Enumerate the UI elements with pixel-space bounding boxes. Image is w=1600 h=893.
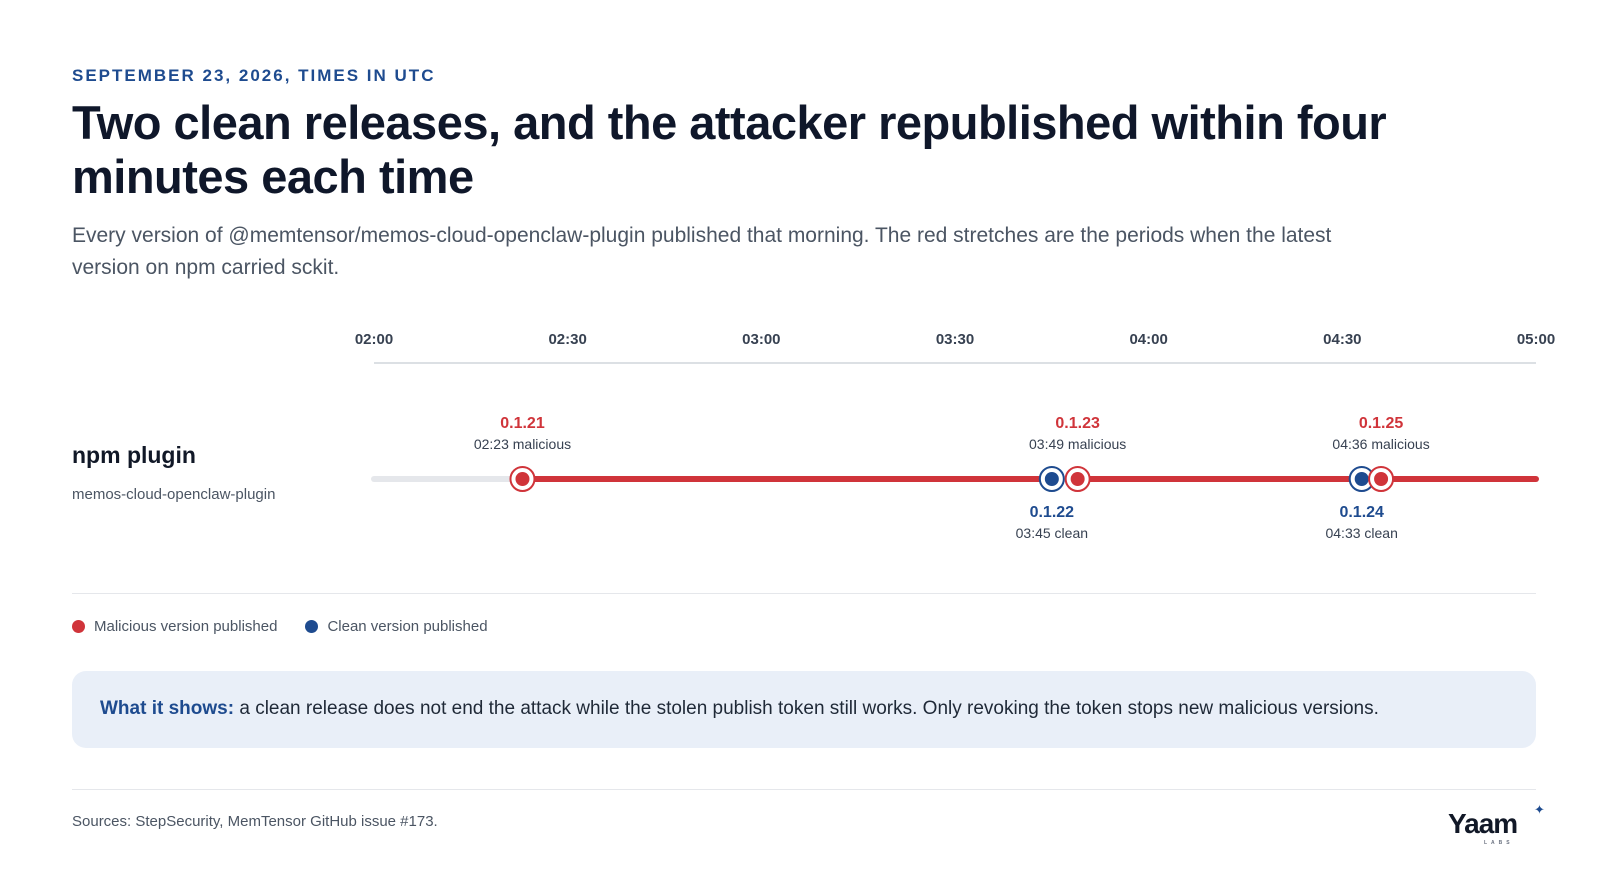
event-caption: 02:23 malicious — [474, 436, 571, 452]
version-label: 0.1.23 — [1055, 415, 1100, 432]
logo-wordmark: Yaam — [1448, 808, 1518, 839]
version-label: 0.1.21 — [500, 415, 545, 432]
brand-logo: Yaam ✦ LABS — [1448, 802, 1545, 846]
axis-tick-label: 02:00 — [355, 331, 393, 348]
version-label: 0.1.22 — [1030, 504, 1075, 521]
chart-divider — [72, 593, 1536, 594]
event-caption: 04:33 clean — [1325, 525, 1397, 541]
version-label: 0.1.24 — [1339, 504, 1384, 521]
malicious-marker-dot — [1374, 472, 1389, 486]
clean-marker-dot — [1354, 472, 1369, 486]
legend: Malicious version published Clean versio… — [72, 618, 516, 635]
malicious-marker-dot — [1070, 472, 1085, 486]
axis-tick-label: 05:00 — [1517, 331, 1555, 348]
page-subtitle: Every version of @memtensor/memos-cloud-… — [72, 224, 1332, 279]
malicious-marker-dot — [515, 472, 530, 486]
clean-marker-dot — [1044, 472, 1059, 486]
sources-note: Sources: StepSecurity, MemTensor GitHub … — [72, 813, 438, 830]
footer-divider — [72, 789, 1536, 790]
page-title: Two clean releases, and the attacker rep… — [72, 96, 1387, 203]
event-caption: 03:45 clean — [1016, 525, 1088, 541]
axis-tick-label: 02:30 — [548, 331, 586, 348]
legend-label-malicious: Malicious version published — [94, 618, 278, 635]
version-label: 0.1.25 — [1359, 415, 1404, 432]
insight-callout: What it shows: a clean release does not … — [72, 671, 1536, 748]
event-caption: 04:36 malicious — [1332, 436, 1429, 452]
callout-lead: What it shows: — [100, 698, 235, 719]
release-timeline: 02:00 02:30 03:00 03:30 04:00 04:30 05:00 0.1.2… — [355, 331, 1555, 541]
clean-dot-icon — [305, 620, 319, 633]
callout-text: a clean release does not end the attack … — [239, 698, 1379, 719]
logo-subtext: LABS — [1484, 840, 1514, 846]
malicious-dot-icon — [72, 620, 85, 633]
legend-item-clean: Clean version published — [305, 618, 488, 635]
axis-tick-label: 03:00 — [742, 331, 780, 348]
sparkle-icon: ✦ — [1534, 802, 1545, 817]
row-sublabel: memos-cloud-openclaw-plugin — [72, 486, 276, 503]
axis-tick-label: 03:30 — [936, 331, 974, 348]
axis-tick-label: 04:00 — [1129, 331, 1167, 348]
legend-label-clean: Clean version published — [327, 618, 488, 635]
axis-tick-label: 04:30 — [1323, 331, 1361, 348]
event-caption: 03:49 malicious — [1029, 436, 1126, 452]
eyebrow-date: SEPTEMBER 23, 2026, TIMES IN UTC — [72, 66, 436, 85]
legend-item-malicious: Malicious version published — [72, 618, 277, 635]
row-label: npm plugin — [72, 442, 196, 468]
